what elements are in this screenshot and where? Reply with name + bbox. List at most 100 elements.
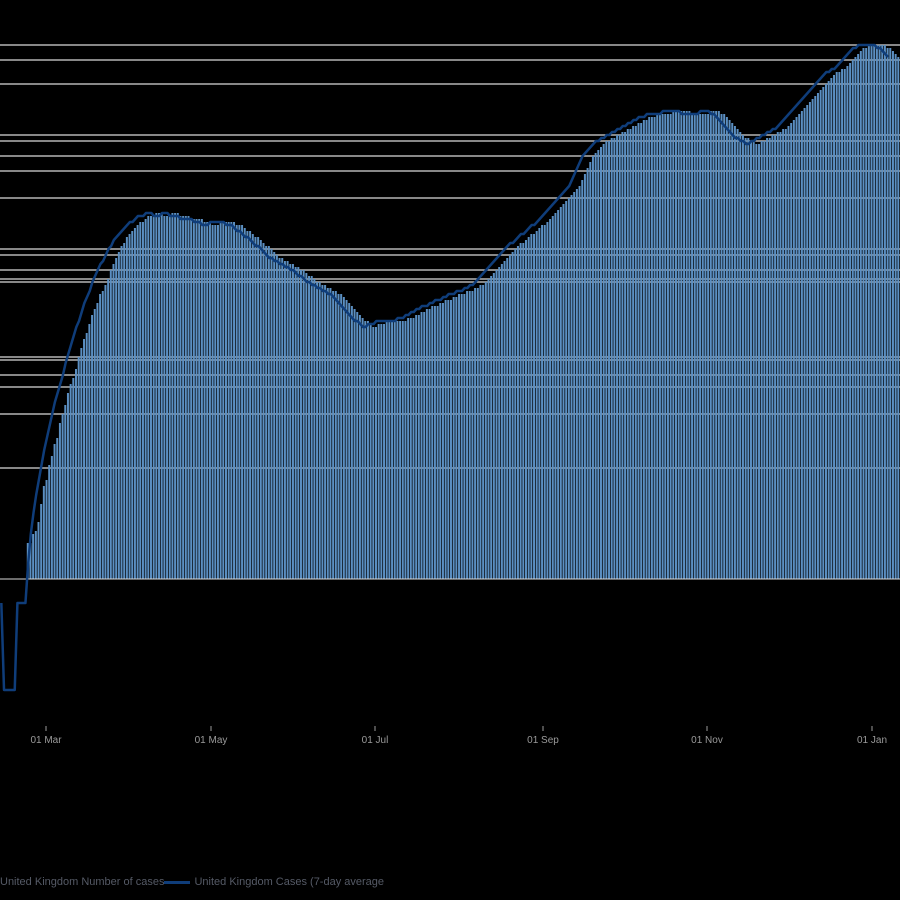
bar-180 (482, 285, 485, 579)
bar-145 (388, 321, 391, 579)
bar-253 (677, 111, 680, 579)
bar-330 (883, 45, 886, 579)
bar-19 (50, 456, 53, 579)
bar-262 (701, 114, 704, 579)
bar-29 (77, 357, 80, 579)
bar-196 (525, 240, 527, 579)
bar-40 (107, 279, 110, 579)
bar-118 (316, 282, 319, 579)
bar-243 (650, 117, 653, 579)
bar-48 (128, 234, 131, 579)
bar-183 (490, 276, 493, 579)
bar-265 (709, 111, 712, 579)
bar-252 (675, 111, 677, 579)
bar-67 (179, 216, 182, 579)
bar-204 (546, 222, 549, 579)
bar-69 (184, 216, 187, 579)
bar-328 (878, 45, 881, 579)
bar-63 (168, 216, 171, 579)
bar-210 (562, 204, 565, 579)
bar-189 (506, 258, 509, 579)
bar-240 (642, 120, 645, 579)
bar-11 (29, 543, 32, 579)
bar-195 (522, 243, 525, 579)
bar-282 (755, 144, 758, 579)
bar-320 (857, 54, 860, 579)
bar-34 (91, 315, 94, 579)
legend-item-average[interactable]: United Kingdom Cases (7-day average (164, 876, 384, 888)
bar-232 (621, 132, 624, 579)
bar-270 (723, 114, 726, 579)
bar-82 (219, 222, 222, 579)
bar-300 (803, 108, 806, 579)
bar-76 (203, 222, 206, 579)
bar-311 (833, 75, 836, 579)
bar-201 (538, 228, 541, 579)
bar-203 (543, 225, 546, 579)
bar-158 (423, 312, 426, 579)
bar-23 (61, 414, 64, 579)
bar-294 (787, 126, 790, 579)
bar-31 (83, 339, 86, 579)
bar-66 (176, 213, 179, 579)
bar-61 (163, 216, 166, 579)
bar-95 (254, 237, 257, 579)
bar-283 (758, 144, 761, 579)
bar-55 (147, 216, 150, 579)
bar-100 (267, 246, 270, 579)
bar-117 (313, 279, 316, 579)
bar-326 (873, 45, 876, 579)
bar-234 (626, 129, 629, 579)
bar-14 (37, 522, 40, 579)
bar-152 (407, 318, 410, 579)
bar-101 (270, 249, 273, 579)
bar-70 (187, 216, 190, 579)
bar-85 (227, 222, 230, 579)
bar-184 (492, 273, 495, 579)
bar-60 (160, 213, 163, 579)
legend-item-cases[interactable]: United Kingdom Number of cases (0, 876, 164, 888)
bar-250 (669, 114, 672, 579)
bar-18 (48, 465, 51, 579)
bar-79 (211, 225, 214, 579)
bar-164 (439, 303, 442, 579)
bar-327 (875, 45, 878, 579)
bar-289 (774, 135, 777, 579)
bar-316 (846, 66, 849, 579)
bar-276 (739, 132, 742, 579)
bar-284 (760, 141, 763, 579)
bar-64 (171, 213, 174, 579)
bar-186 (498, 267, 501, 579)
bar-102 (273, 252, 276, 579)
bar-137 (366, 321, 369, 579)
bar-149 (399, 321, 402, 579)
bar-28 (75, 369, 77, 579)
bar-179 (479, 285, 482, 579)
bar-151 (404, 321, 407, 579)
bar-332 (889, 48, 892, 579)
bar-209 (559, 207, 562, 579)
bar-73 (195, 219, 198, 579)
bar-123 (329, 288, 332, 579)
bar-108 (289, 264, 292, 579)
bar-228 (610, 138, 613, 579)
bar-146 (391, 321, 394, 579)
x-axis: 01 Mar 01 May 01 Jul 01 Sep 01 Nov 01 Jan (30, 726, 887, 746)
bar-127 (340, 294, 343, 579)
bar-57 (152, 216, 155, 579)
bar-181 (484, 282, 487, 579)
bar-205 (549, 219, 552, 579)
bar-154 (412, 318, 415, 579)
bar-197 (527, 237, 530, 579)
bar-285 (763, 141, 766, 579)
bar-68 (182, 216, 185, 579)
bar-72 (192, 219, 195, 579)
bar-98 (262, 243, 265, 579)
bar-239 (640, 123, 643, 579)
bar-322 (862, 48, 865, 579)
bar-193 (516, 246, 519, 579)
bar-107 (286, 261, 289, 579)
bar-167 (447, 300, 450, 579)
bar-244 (653, 117, 656, 579)
